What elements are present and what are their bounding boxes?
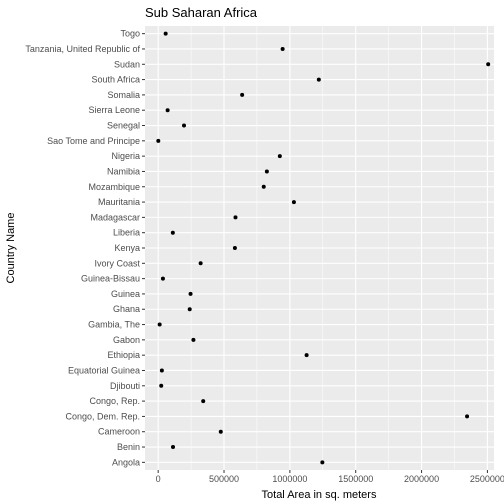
- chart-title: Sub Saharan Africa: [145, 5, 258, 20]
- y-tick-label-tanzania-united-republic-of: Tanzania, United Republic of: [25, 44, 140, 54]
- data-point-gambia-the: [157, 322, 162, 327]
- data-point-ivory-coast: [198, 261, 203, 266]
- y-tick-label-sudan: Sudan: [114, 59, 140, 69]
- data-point-guinea: [188, 291, 193, 296]
- data-point-ethiopia: [304, 353, 309, 358]
- data-point-senegal: [182, 123, 187, 128]
- y-tick-label-liberia: Liberia: [113, 228, 140, 238]
- data-point-congo-rep-: [201, 399, 206, 404]
- x-tick-label: 2000000: [404, 474, 439, 484]
- y-axis-tick-labels: Angola Benin Cameroon Congo, Dem. Rep. Congo…: [25, 29, 140, 468]
- data-point-sudan: [486, 62, 491, 67]
- data-point-angola: [320, 460, 325, 465]
- data-point-liberia: [170, 230, 175, 235]
- data-point-djibouti: [159, 383, 164, 388]
- y-tick-label-guinea: Guinea: [111, 289, 140, 299]
- y-tick-label-gambia-the: Gambia, The: [88, 320, 140, 330]
- y-tick-label-sao-tome-and-principe: Sao Tome and Principe: [47, 136, 140, 146]
- data-point-tanzania-united-republic-of: [280, 46, 285, 51]
- data-point-benin: [171, 445, 176, 450]
- y-tick-label-guinea-bissau: Guinea-Bissau: [81, 274, 140, 284]
- y-tick-label-senegal: Senegal: [107, 121, 140, 131]
- y-tick-label-mozambique: Mozambique: [88, 182, 140, 192]
- x-tick-label: 1000000: [272, 474, 307, 484]
- data-point-south-africa: [316, 77, 321, 82]
- y-tick-label-congo-dem-rep-: Congo, Dem. Rep.: [65, 411, 140, 421]
- y-tick-label-madagascar: Madagascar: [90, 212, 140, 222]
- data-point-gabon: [191, 337, 196, 342]
- y-tick-label-kenya: Kenya: [114, 243, 140, 253]
- data-point-cameroon: [218, 429, 223, 434]
- gridlines: [145, 26, 494, 470]
- data-point-togo: [163, 31, 168, 36]
- data-point-somalia: [240, 92, 245, 97]
- y-tick-label-togo: Togo: [120, 29, 140, 39]
- x-tick-label: 0: [156, 474, 161, 484]
- y-tick-label-benin: Benin: [117, 442, 140, 452]
- data-point-guinea-bissau: [160, 276, 165, 281]
- x-axis-tick-labels: 0 500000 1000000 1500000 2000000 2500000: [156, 474, 504, 484]
- y-tick-label-somalia: Somalia: [107, 90, 140, 100]
- y-tick-label-equatorial-guinea: Equatorial Guinea: [68, 365, 140, 375]
- data-point-mauritania: [291, 200, 296, 205]
- y-tick-label-ghana: Ghana: [113, 304, 140, 314]
- axis-ticks: [142, 33, 488, 473]
- data-point-kenya: [232, 246, 237, 250]
- data-point-congo-dem-rep-: [465, 414, 470, 419]
- data-point-namibia: [264, 169, 269, 174]
- data-point-sierra-leone: [165, 108, 170, 113]
- data-point-sao-tome-and-principe: [156, 138, 161, 143]
- data-points: [156, 31, 491, 465]
- data-point-equatorial-guinea: [159, 368, 164, 373]
- y-tick-label-ethiopia: Ethiopia: [107, 350, 140, 360]
- x-tick-label: 500000: [209, 474, 239, 484]
- y-tick-label-angola: Angola: [112, 457, 140, 467]
- y-axis-title: Country Name: [5, 213, 17, 284]
- y-tick-label-nigeria: Nigeria: [111, 151, 140, 161]
- y-tick-label-congo-rep-: Congo, Rep.: [89, 396, 140, 406]
- y-tick-label-namibia: Namibia: [107, 166, 140, 176]
- x-tick-label: 1500000: [338, 474, 373, 484]
- x-tick-label: 2500000: [470, 474, 504, 484]
- y-tick-label-gabon: Gabon: [113, 335, 140, 345]
- y-tick-label-ivory-coast: Ivory Coast: [94, 258, 140, 268]
- y-tick-label-sierra-leone: Sierra Leone: [88, 105, 140, 115]
- y-tick-label-djibouti: Djibouti: [110, 381, 140, 391]
- x-axis-title: Total Area in sq. meters: [262, 489, 377, 501]
- data-point-madagascar: [233, 215, 238, 220]
- y-tick-label-cameroon: Cameroon: [98, 427, 140, 437]
- data-point-ghana: [187, 307, 192, 312]
- data-point-nigeria: [277, 154, 282, 159]
- y-tick-label-south-africa: South Africa: [91, 75, 140, 85]
- y-tick-label-mauritania: Mauritania: [98, 197, 140, 207]
- data-point-mozambique: [261, 184, 266, 189]
